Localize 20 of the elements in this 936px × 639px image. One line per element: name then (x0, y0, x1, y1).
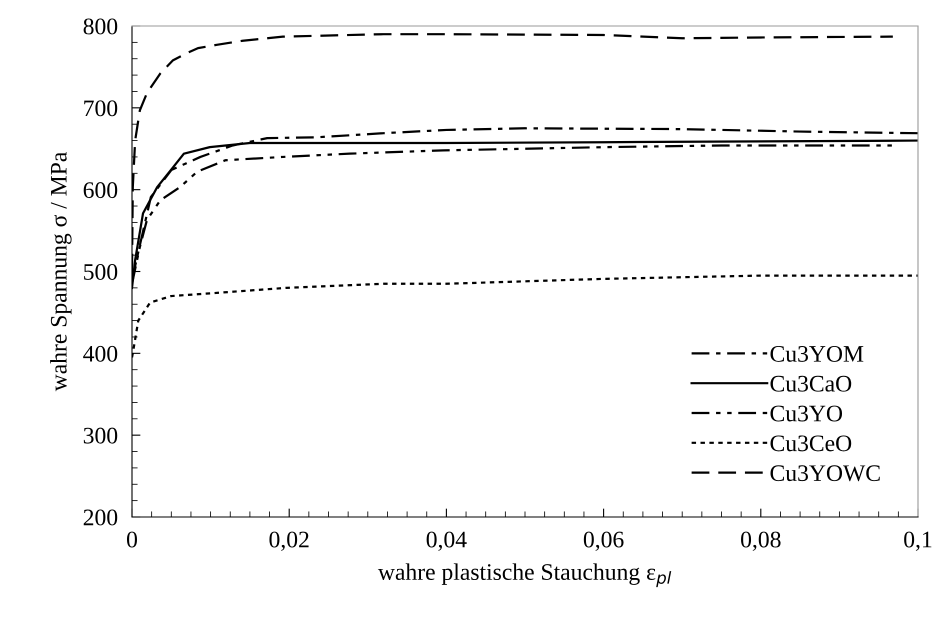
y-tick-label: 500 (84, 264, 118, 280)
y-tick-label: 300 (84, 428, 118, 444)
x-tick-label: 0 (126, 532, 138, 548)
y-axis-title: wahre Spannung σ / MPa (50, 152, 72, 392)
x-axis-title: wahre plastische Stauchung ε$_{pl}$ (378, 563, 672, 588)
legend-label: Cu3YOM (770, 346, 864, 362)
x-tick-label: 0,04 (426, 532, 467, 551)
legend-label: Cu3CeO (770, 435, 852, 452)
x-tick-label: 0,1 (904, 532, 932, 551)
x-tick-label: 0,06 (584, 532, 624, 551)
legend-label: Cu3YOWC (770, 465, 880, 482)
legend-label: Cu3YO (770, 406, 842, 422)
x-tick-label: 0,08 (741, 532, 781, 551)
y-tick-label: 800 (84, 18, 118, 34)
y-tick-label: 600 (84, 182, 118, 198)
x-tick-label: 0,02 (269, 532, 309, 551)
legend-label: Cu3CaO (770, 376, 852, 392)
y-tick-label: 200 (84, 509, 118, 526)
y-tick-label: 700 (84, 100, 118, 116)
y-tick-label: 400 (83, 346, 118, 362)
